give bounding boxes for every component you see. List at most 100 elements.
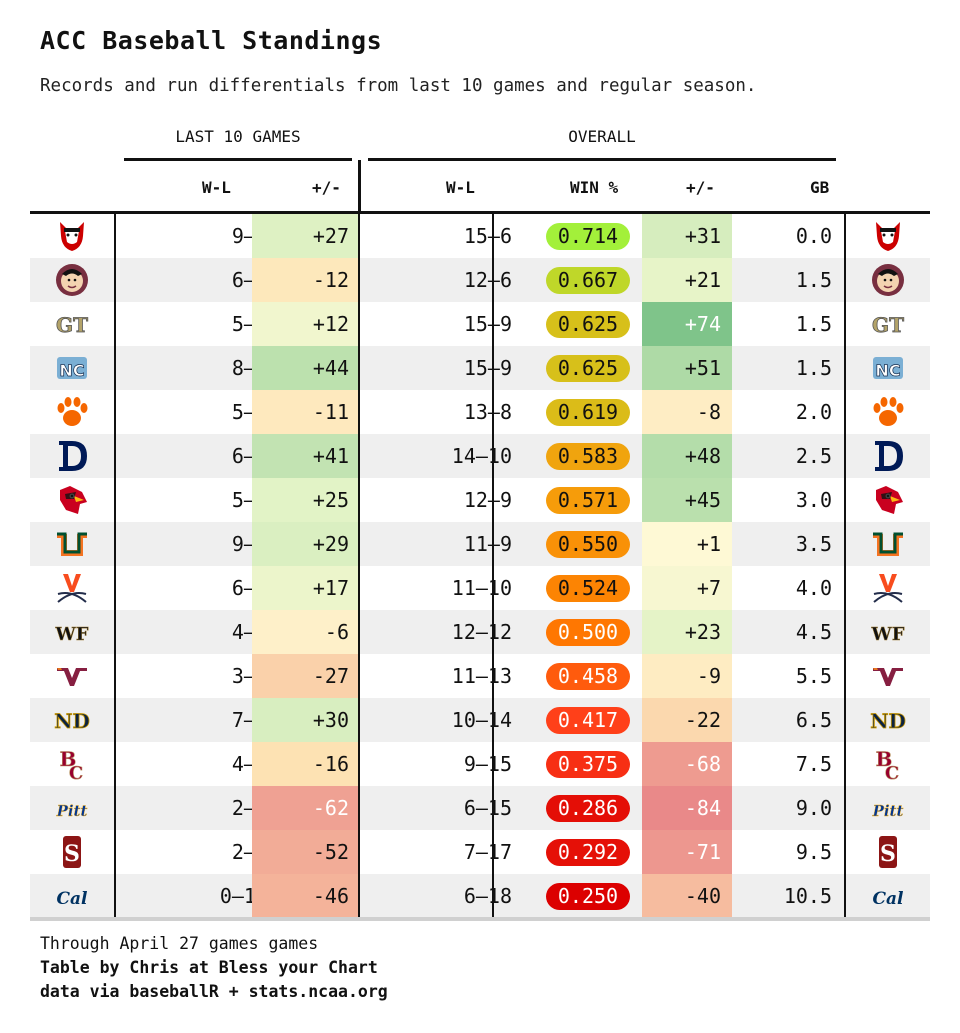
- table-row: GT 5–5 +12 15–9 0.625 +74 1.5 GT: [30, 302, 930, 346]
- table-row: Pitt 2–8 -62 6–15 0.286 -84 9.0 Pitt: [30, 786, 930, 830]
- cell-win-pct: 0.286: [546, 795, 630, 822]
- cell-wl: 7–17: [463, 840, 512, 864]
- cell-wl: 12–12: [451, 620, 512, 644]
- cell-l10-diff-fill: [252, 610, 360, 654]
- cell-diff-fill: [642, 698, 732, 742]
- table-row: WF 4–6 -6 12–12 0.500 +23 4.5 WF: [30, 610, 930, 654]
- cell-diff: +23: [684, 620, 721, 644]
- cell-wl: 6–18: [463, 884, 512, 908]
- cell-diff-fill: [642, 302, 732, 346]
- team-logo-right-georgia-tech-gt-logo: GT: [870, 306, 906, 342]
- cell-l10-diff-fill: [252, 786, 360, 830]
- header-diff: +/-: [686, 178, 715, 197]
- cell-l10-wl: 3–7: [231, 664, 268, 688]
- cell-diff: -40: [684, 884, 721, 908]
- spanner-last-10-games: LAST 10 GAMES: [175, 127, 301, 146]
- cell-diff: +51: [684, 356, 721, 380]
- table-title: ACC Baseball Standings: [40, 26, 383, 55]
- cell-diff: +48: [684, 444, 721, 468]
- svg-text:S: S: [880, 841, 896, 867]
- svg-text:GT: GT: [56, 313, 88, 337]
- cell-l10-diff: -46: [312, 884, 349, 908]
- cell-l10-wl: 5–5: [231, 312, 268, 336]
- svg-text:C: C: [69, 763, 83, 782]
- cell-l10-diff: -62: [312, 796, 349, 820]
- team-logo-left-duke-d-logo: [54, 438, 90, 474]
- cell-l10-diff: +30: [312, 708, 349, 732]
- cell-wl: 11–13: [451, 664, 512, 688]
- cell-win-pct: 0.667: [546, 267, 630, 294]
- cell-gb: 10.5: [783, 884, 832, 908]
- spanner-line-last-10: [124, 158, 352, 161]
- team-logo-left-nc-state-wolf-logo: [54, 218, 90, 254]
- cell-diff: +1: [696, 532, 721, 556]
- cell-l10-diff-fill: [252, 742, 360, 786]
- cell-l10-diff: -52: [312, 840, 349, 864]
- cell-l10-diff-fill: [252, 874, 360, 918]
- cell-wl: 15–6: [463, 224, 512, 248]
- cell-diff: -71: [684, 840, 721, 864]
- cell-l10-diff-fill: [252, 434, 360, 478]
- cell-wl: 15–9: [463, 356, 512, 380]
- header-l10-diff: +/-: [312, 178, 341, 197]
- cell-wl: 11–9: [463, 532, 512, 556]
- cell-l10-diff: -16: [312, 752, 349, 776]
- cell-win-pct: 0.250: [546, 883, 630, 910]
- cell-gb: 1.5: [795, 268, 832, 292]
- cell-l10-wl: 5–5: [231, 488, 268, 512]
- header-divider: [358, 160, 361, 213]
- team-logo-left-clemson-paw-logo: [54, 394, 90, 430]
- cell-wl: 14–10: [451, 444, 512, 468]
- cell-diff-fill: [642, 874, 732, 918]
- cell-diff: +7: [696, 576, 721, 600]
- table-row: 6–4 +17 11–10 0.524 +7 4.0: [30, 566, 930, 610]
- cell-win-pct: 0.292: [546, 839, 630, 866]
- cell-diff: +21: [684, 268, 721, 292]
- cell-wl: 12–9: [463, 488, 512, 512]
- svg-text:ND: ND: [870, 709, 906, 733]
- cell-wl: 10–14: [451, 708, 512, 732]
- svg-text:B: B: [876, 747, 893, 771]
- table-subtitle: Records and run differentials from last …: [40, 76, 757, 96]
- cell-gb: 1.5: [795, 356, 832, 380]
- cell-gb: 3.5: [795, 532, 832, 556]
- svg-text:C: C: [885, 763, 899, 782]
- cell-l10-diff-fill: [252, 258, 360, 302]
- cell-l10-diff: +29: [312, 532, 349, 556]
- cell-l10-wl: 0–10: [219, 884, 268, 908]
- cell-gb: 5.5: [795, 664, 832, 688]
- cell-diff-fill: [642, 214, 732, 258]
- team-logo-left-notre-dame-nd-logo: ND: [54, 702, 90, 738]
- cell-diff-fill: [642, 742, 732, 786]
- svg-text:Cal: Cal: [56, 889, 88, 909]
- team-logo-left-georgia-tech-gt-logo: GT: [54, 306, 90, 342]
- table-row: 5–5 -11 13–8 0.619 -8 2.0: [30, 390, 930, 434]
- cell-l10-diff-fill: [252, 214, 360, 258]
- header-gb: GB: [810, 178, 830, 197]
- cell-wl: 6–15: [463, 796, 512, 820]
- cell-l10-wl: 2–8: [231, 796, 268, 820]
- team-logo-left-virginia-v-sabres-logo: [54, 570, 90, 606]
- svg-text:ND: ND: [54, 709, 90, 733]
- cell-gb: 0.0: [795, 224, 832, 248]
- cell-wl: 9–15: [463, 752, 512, 776]
- cell-wl: 12–6: [463, 268, 512, 292]
- cell-wl: 13–8: [463, 400, 512, 424]
- svg-text:WF: WF: [55, 624, 89, 645]
- spanner-line-overall: [368, 158, 836, 161]
- table-row: 6–4 -12 12–6 0.667 +21 1.5: [30, 258, 930, 302]
- cell-l10-diff-fill: [252, 654, 360, 698]
- cell-wl: 15–9: [463, 312, 512, 336]
- table-row: 3–7 -27 11–13 0.458 -9 5.5: [30, 654, 930, 698]
- cell-l10-wl: 4–6: [231, 620, 268, 644]
- cell-gb: 3.0: [795, 488, 832, 512]
- cell-l10-wl: 6–4: [231, 576, 268, 600]
- svg-text:Pitt: Pitt: [56, 802, 88, 820]
- table-row: Cal 0–10 -46 6–18 0.250 -40 10.5 Cal: [30, 874, 930, 918]
- cell-l10-diff-fill: [252, 566, 360, 610]
- cell-l10-diff: -6: [324, 620, 349, 644]
- divider-wl: [492, 214, 494, 918]
- cell-l10-wl: 6–4: [231, 268, 268, 292]
- team-logo-right-nc-state-wolf-logo: [870, 218, 906, 254]
